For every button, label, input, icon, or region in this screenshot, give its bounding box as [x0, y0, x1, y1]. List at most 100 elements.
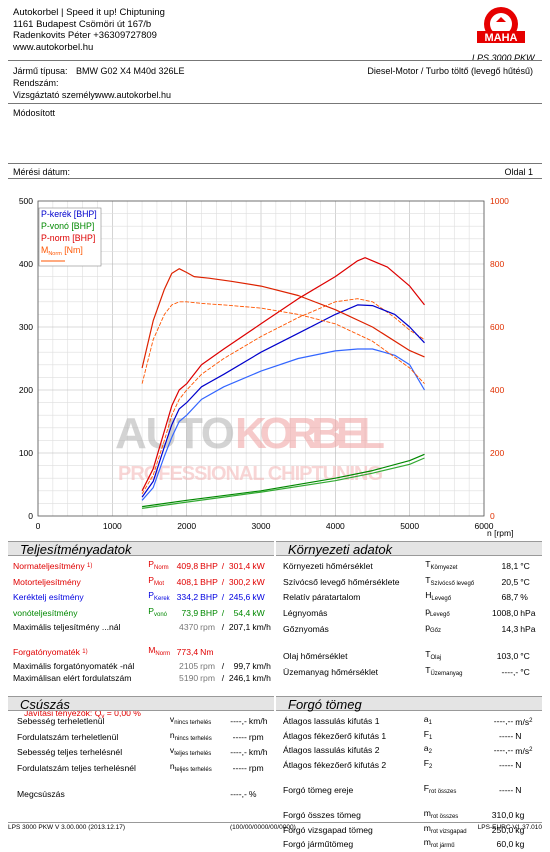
x-axis-unit: n [rpm]: [487, 528, 513, 538]
perf-value-bhp: 409,8: [176, 561, 199, 571]
env-unit: °C: [520, 651, 530, 662]
perf-unit-kw: kW: [252, 592, 265, 603]
mass-unit: N: [515, 759, 522, 770]
slip-value: -----: [232, 763, 247, 774]
perf-label: Motorteljesítmény: [13, 576, 81, 587]
series-line: [142, 453, 425, 508]
perf-sep: /: [221, 592, 225, 603]
mass-unit: m/s2: [515, 716, 533, 727]
x-tick-label: 4000: [326, 521, 345, 531]
x-tick-label: 6000: [475, 521, 494, 531]
env-row: Légnyomás pLevegő 1008,0 hPa: [282, 606, 540, 622]
slip-label: Fordulatszám teljes terhelésnél: [17, 763, 136, 774]
env-symbol: [424, 638, 485, 650]
slip-value: -----: [232, 731, 247, 742]
watermark-sub: PROFESSIONAL CHIPTUNING: [118, 463, 383, 485]
slip-symbol: vnincs terhelés: [169, 714, 212, 726]
footer-eurc: LPS-EURC V1.37.010: [477, 824, 542, 831]
perf-label: Normateljesítmény 1): [13, 561, 93, 571]
tester-value: www.autokorbel.hu: [95, 90, 172, 100]
env-value: 20,5: [501, 576, 519, 587]
perf-symbol: MNorm: [148, 645, 171, 658]
mass-label: Átlagos lassulás kifutás 2: [283, 745, 380, 756]
date-label: Mérési dátum:: [13, 167, 71, 177]
mass-unit: m/s2: [515, 745, 533, 756]
x-tick-label: 3000: [252, 521, 271, 531]
perf-value-bhp: 334,2: [176, 592, 199, 603]
mass-table: Átlagos lassulás kifutás 1 a1 ----,-- m/s2 Á…: [282, 714, 540, 852]
y-right-tick-label: 600: [490, 322, 504, 332]
y-left-tick-label: 300: [19, 322, 33, 332]
mass-unit: [514, 798, 540, 809]
env-symbol: pGőz: [425, 621, 441, 634]
series-line: [142, 457, 425, 509]
mass-value: 310,0: [491, 810, 514, 821]
mass-value: 250,0: [491, 824, 514, 835]
mass-row: Átlagos fékezőerő kifutás 2 F2 ----- N: [282, 758, 540, 773]
legend-entry: P-vonó [BHP]: [41, 221, 94, 231]
slip-table: Sebesség terheletlenül vnincs terhelés ---…: [16, 714, 274, 800]
perf-value-kw: 245,6: [228, 592, 251, 603]
perf-value-kw: 301,4: [228, 561, 251, 571]
env-label: [282, 638, 424, 650]
perf-row: Normateljesítmény 1) PNorm 409,8 BHP/301,4 k…: [12, 559, 274, 575]
perf-unit-bhp: BHP: [200, 561, 218, 571]
spacer-row: [12, 684, 274, 696]
mass-label: Forgó vizsgapad tömeg: [283, 824, 373, 835]
env-table: Környezeti hőmérséklet TKörnyezet 18,1 °C Sz…: [282, 559, 540, 681]
din-factor-row: Javítási tényezők: Qv = 0,00 %: [12, 708, 274, 724]
perf-sep: /: [221, 576, 225, 587]
plate-label: Rendszám:: [13, 78, 59, 88]
mass-row: Forgó vizsgapad tömeg mrot vizsgapad 250,0…: [282, 823, 540, 838]
y-left-tick-label: 400: [19, 259, 33, 269]
env-label: Gőznyomás: [283, 623, 329, 634]
slip-unit: rpm: [248, 731, 264, 742]
y-left-tick-label: 0: [28, 511, 33, 521]
mass-value: ----,--: [493, 716, 514, 726]
y-right-tick-label: 0: [490, 511, 495, 521]
mass-section-title: Forgó tömeg: [276, 696, 542, 712]
perf-value-kw: 300,2: [228, 576, 251, 587]
env-row: Szívócső levegő hőmérséklete TSzívócső le…: [282, 575, 540, 591]
mass-symbol: mrot jármű: [423, 837, 455, 850]
y-right-tick-label: 200: [490, 448, 504, 458]
slip-unit: %: [248, 788, 257, 799]
slip-symbol: vteljes terhelés: [169, 745, 212, 758]
env-symbol: HLevegő: [425, 590, 452, 603]
slip-unit: km/h: [248, 747, 268, 758]
perf-label: vonóteljesítmény: [13, 608, 78, 619]
mass-row: [282, 798, 540, 809]
mass-row: Forgó tömeg ereje Frot összes ----- N: [282, 783, 540, 798]
perf-value: 99,7: [233, 660, 251, 671]
series-line: [141, 301, 425, 385]
perf-unit-bhp: BHP: [200, 576, 218, 587]
engine-type: Diesel-Motor / Turbo töltő (levegő hűtés…: [367, 66, 533, 76]
env-symbol: TKörnyezet: [425, 559, 458, 571]
mass-value: [483, 798, 514, 809]
env-label: Környezeti hőmérséklet: [283, 561, 373, 571]
env-label: Üzemanyag hőmérséklet: [283, 666, 379, 677]
slip-row: Megcsúszás ----,-%: [16, 789, 274, 801]
mass-unit: kg: [515, 810, 525, 821]
company-address: 1161 Budapest Csömöri út 167/b: [13, 18, 152, 30]
legend-entry: P-kerék [BHP]: [41, 209, 97, 219]
env-row: Relatív páratartalom HLevegő 68,7%: [282, 590, 540, 606]
slip-symbol: nnincs terhelés: [169, 729, 212, 742]
mass-symbol: a1: [423, 714, 432, 726]
perf-sep: /: [221, 672, 225, 683]
perf-unit: rpm: [200, 621, 215, 632]
env-value: [485, 638, 519, 650]
slip-row: Fordulatszám teljes terhelésnél nteljes t…: [16, 761, 274, 777]
y-right-tick-label: 1000: [490, 196, 509, 206]
slip-label: Megcsúszás: [17, 788, 65, 799]
perf-unit: Nm: [200, 647, 214, 658]
spacer-row: [12, 634, 274, 646]
perf-unit-bhp: BHP: [200, 592, 218, 603]
env-section-title: Környezeti adatok: [276, 541, 542, 557]
env-unit: hPa: [520, 623, 536, 634]
perf-value: 207,1: [228, 621, 251, 632]
slip-value: [224, 777, 248, 789]
env-value: 18,1: [501, 561, 519, 571]
env-unit: hPa: [520, 608, 536, 619]
mass-symbol: a2: [423, 743, 432, 756]
